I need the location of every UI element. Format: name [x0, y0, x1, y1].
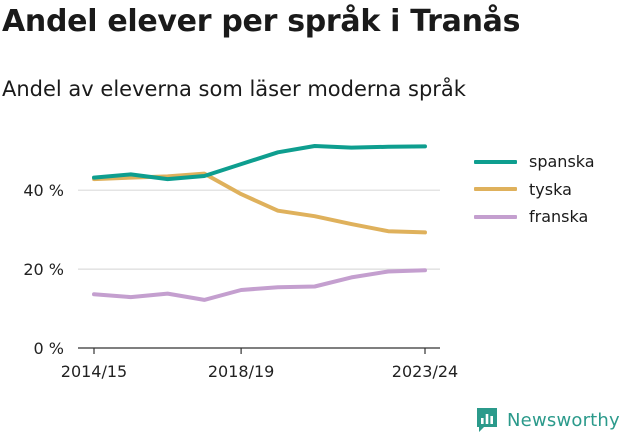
legend-label-spanska: spanska	[529, 152, 595, 172]
legend-item-spanska: spanska	[474, 148, 595, 176]
x-tick-label: 2014/15	[61, 362, 127, 381]
legend-item-franska: franska	[474, 203, 595, 231]
legend-label-franska: franska	[529, 207, 589, 227]
x-tick-label: 2018/19	[208, 362, 274, 381]
y-tick-label: 0 %	[34, 339, 64, 358]
brand-name: Newsworthy	[507, 409, 620, 431]
grid-lines	[78, 189, 440, 270]
newsworthy-logo-icon	[477, 408, 497, 432]
legend-swatch-tyska	[474, 187, 517, 192]
y-axis-tick-labels: 0 % 20 % 40 %	[23, 181, 64, 358]
series-line-franska	[92, 268, 427, 302]
newsworthy-brand: Newsworthy	[475, 407, 620, 433]
legend-swatch-spanska	[474, 159, 517, 164]
legend-label-tyska: tyska	[529, 179, 572, 199]
y-tick-label: 40 %	[23, 181, 64, 200]
series-lines	[92, 144, 427, 302]
series-line-tyska	[92, 171, 427, 235]
y-tick-label: 20 %	[23, 260, 64, 279]
x-tick-label: 2023/24	[392, 362, 458, 381]
legend-swatch-franska	[474, 214, 517, 219]
chart-title: Andel elever per språk i Tranås	[2, 4, 521, 39]
chart-subtitle: Andel av eleverna som läser moderna språ…	[2, 77, 466, 101]
series-line-spanska	[92, 144, 427, 182]
x-axis: 2014/15 2018/19 2023/24	[61, 347, 458, 381]
legend-item-tyska: tyska	[474, 176, 595, 204]
legend: spanska tyska franska	[474, 148, 595, 231]
